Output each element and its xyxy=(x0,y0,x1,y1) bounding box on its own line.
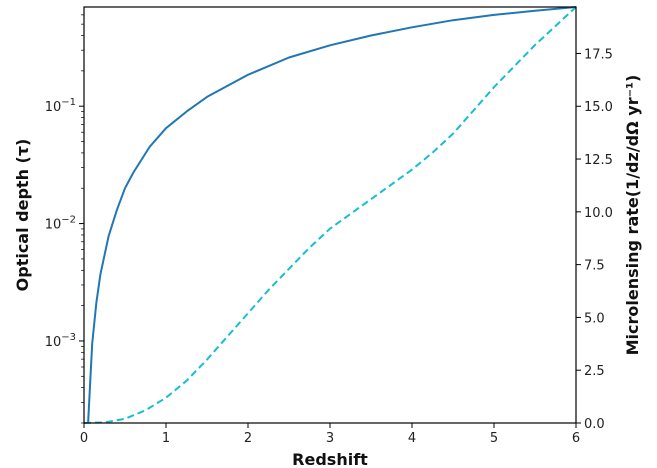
y-right-tick-label: 17.5 xyxy=(584,47,613,62)
y-right-tick-label: 7.5 xyxy=(584,259,605,274)
tick-layer: 0 1 2 3 4 5 6 10−3 10−2 10−1 0.0 2.5 5.0 7.5 10.0 12.5 1… xyxy=(45,14,613,446)
y-right-tick-label: 0.0 xyxy=(584,417,605,432)
y-left-tick-label: 10−1 xyxy=(45,97,76,115)
series-layer xyxy=(83,6,577,424)
x-tick-label: 3 xyxy=(326,431,334,446)
y-axis-left-title: Optical depth (τ) xyxy=(13,139,32,292)
microlensing-rate-line xyxy=(83,6,577,424)
x-tick-label: 6 xyxy=(572,431,580,446)
plot-frame xyxy=(83,6,577,424)
x-tick-label: 1 xyxy=(162,431,170,446)
plot-background xyxy=(84,7,576,423)
x-tick-label: 2 xyxy=(244,431,252,446)
y-right-tick-label: 10.0 xyxy=(584,206,613,221)
x-tick-label: 5 xyxy=(490,431,498,446)
y-left-tick-label: 10−3 xyxy=(45,332,76,350)
x-tick-label: 0 xyxy=(80,431,88,446)
y-right-tick-label: 15.0 xyxy=(584,100,613,115)
x-axis-title: Redshift xyxy=(292,450,368,468)
x-tick-label: 4 xyxy=(408,431,416,446)
y-right-tick-label: 12.5 xyxy=(584,153,613,168)
y-left-tick-label: 10−2 xyxy=(45,215,76,233)
y-right-tick-label: 2.5 xyxy=(584,364,605,379)
y-axis-right-title: Microlensing rate(1/dz/dΩ yr⁻¹) xyxy=(623,75,642,356)
optical-depth-line xyxy=(87,6,577,424)
y-right-tick-label: 5.0 xyxy=(584,311,605,326)
